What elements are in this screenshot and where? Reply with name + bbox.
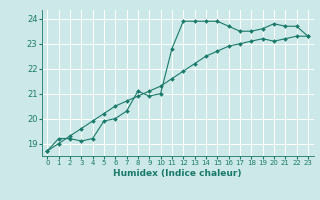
X-axis label: Humidex (Indice chaleur): Humidex (Indice chaleur) xyxy=(113,169,242,178)
